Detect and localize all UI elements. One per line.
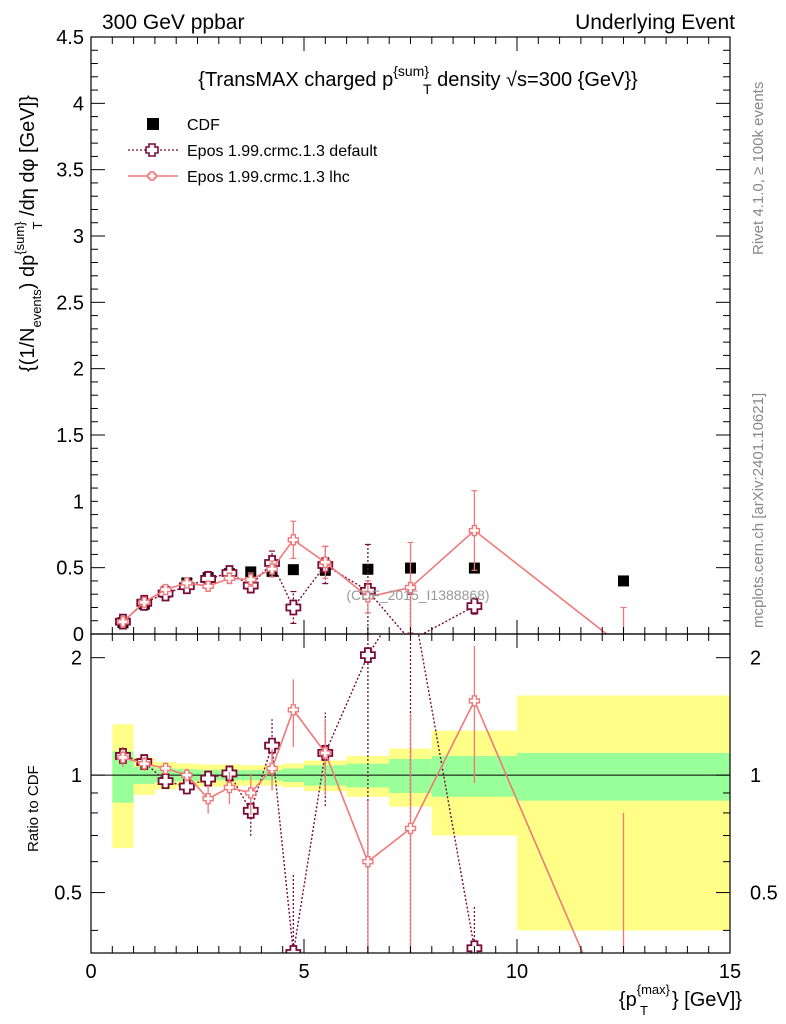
- legend-default-label: Epos 1.99.crmc.1.3 default: [187, 143, 378, 160]
- ratio-tick-label: 1: [71, 765, 82, 787]
- ratio-default-point: [285, 945, 302, 953]
- ratio-axis-label: Ratio to CDF: [25, 765, 42, 852]
- series-default-point: [466, 598, 483, 615]
- legend: CDF Epos 1.99.crmc.1.3 default Epos 1.99…: [128, 117, 378, 186]
- ratio-band-inner: [112, 751, 134, 803]
- main-plot: 0 0.5 1 1.5 2 2.5 3 3.5 4 4.5 (CDF_2015_I1388868): [56, 27, 731, 648]
- plot-title-sub: T: [423, 81, 432, 97]
- ratio-lhc-point: [202, 793, 214, 805]
- plot-title-b: density √s=300 {GeV}}: [432, 69, 638, 91]
- ratio-lhc-point: [468, 695, 481, 707]
- y-axis-label-c: ) dp: [17, 255, 39, 289]
- series-lhc-point: [468, 524, 481, 537]
- y-axis-label-d: {sum}: [12, 221, 27, 255]
- ratio-lhc-point: [159, 762, 172, 775]
- x-tick-label: 15: [719, 961, 741, 983]
- series-lhc-point: [159, 583, 172, 596]
- x-tick-label: 0: [85, 961, 96, 983]
- ratio-default-point: [360, 647, 376, 664]
- ratio-lhc-point: [138, 757, 150, 770]
- series-lhc-point: [223, 572, 236, 584]
- series-lhc-point: [404, 581, 417, 594]
- legend-cdf-label: CDF: [187, 117, 220, 134]
- series-lhc-point: [245, 573, 257, 586]
- ratio-lhc-point: [223, 781, 236, 794]
- ratio-default-point: [178, 778, 195, 795]
- y-tick-label: 1.5: [56, 425, 84, 447]
- y-tick-label: 4.5: [56, 27, 84, 49]
- y-axis-label-e: T: [30, 222, 45, 230]
- ratio-lhc-point: [404, 822, 417, 835]
- series-lhc-point: [287, 534, 300, 546]
- x-axis-label: {p{max} T } [GeV]}: [619, 982, 742, 1018]
- series-lhc-point: [181, 577, 193, 589]
- series-lhc-point: [117, 616, 129, 628]
- y-tick-label: 1: [73, 491, 84, 513]
- cdf-point: [287, 564, 299, 576]
- legend-lhc-marker: [147, 171, 157, 181]
- series-lhc-point: [138, 596, 150, 608]
- legend-lhc-label: Epos 1.99.crmc.1.3 lhc: [187, 169, 350, 186]
- ratio-lhc-point: [319, 747, 331, 759]
- ratio-tick-label-right: 0.5: [750, 883, 778, 905]
- x-tick-label: 5: [298, 961, 309, 983]
- y-tick-label: 3: [73, 226, 84, 248]
- y-tick-label: 0: [73, 624, 84, 646]
- side-label-rivet: Rivet 4.1.0, ≥ 100k events: [750, 82, 767, 255]
- header-right: Underlying Event: [575, 11, 735, 34]
- header-left: 300 GeV ppbar: [102, 11, 244, 34]
- ratio-lhc-point: [117, 751, 129, 764]
- y-tick-label: 4: [73, 93, 84, 115]
- ratio-tick-label-right: 2: [750, 648, 761, 670]
- series-lhc-point: [202, 580, 214, 592]
- cdf-point: [618, 575, 629, 587]
- plot-title-a: {TransMAX charged p: [198, 69, 393, 91]
- y-axis-label-a: {(1/N: [17, 328, 39, 372]
- ratio-default-point: [157, 773, 174, 790]
- ratio-plot: 0 5 10 15 0.5 0.5 1 1 2 2: [54, 633, 778, 983]
- ratio-band-inner: [517, 752, 730, 801]
- watermark: (CDF_2015_I1388868): [346, 587, 489, 603]
- plot-title: {TransMAX charged p{sum} T density √s=300…: [198, 63, 638, 97]
- legend-cdf-marker: [147, 118, 159, 130]
- side-label-mcplots: mcplots.cern.ch [arXiv:2401.10621]: [750, 393, 767, 628]
- ratio-lhc-point: [181, 769, 193, 781]
- y-tick-label: 2: [73, 359, 84, 381]
- x-axis-label-b: {max}: [637, 982, 671, 997]
- ratio-tick-label: 2: [71, 648, 82, 670]
- ratio-tick-label: 0.5: [54, 883, 82, 905]
- ratio-lhc-point: [362, 855, 374, 868]
- x-axis-label-d: } [GeV]}: [672, 989, 742, 1011]
- x-axis-label-a: {p: [619, 989, 637, 1011]
- ratio-lhc-point: [245, 787, 257, 799]
- ratio-default-point: [264, 737, 280, 754]
- legend-default-marker: [145, 143, 159, 157]
- series-lhc-point: [266, 563, 278, 575]
- ratio-default-point: [200, 770, 217, 787]
- y-tick-label: 3.5: [56, 160, 84, 182]
- ratio-tick-label-right: 1: [750, 765, 761, 787]
- series-lhc-point: [362, 591, 374, 603]
- y-axis-label-f: /dη dφ [GeV]}: [17, 95, 39, 222]
- series-lhc-point: [319, 556, 331, 569]
- y-axis-label-b: events: [29, 289, 44, 328]
- x-tick-label: 10: [506, 961, 528, 983]
- ratio-lhc-point: [266, 762, 278, 775]
- cdf-point: [245, 566, 257, 578]
- y-tick-label: 0.5: [56, 558, 84, 580]
- series-default-point: [285, 599, 302, 616]
- y-axis-label: {(1/Nevents) dp{sum} T /dη dφ [GeV]}: [12, 95, 45, 372]
- y-tick-label: 2.5: [56, 292, 84, 314]
- ratio-lhc-point: [287, 704, 300, 716]
- plot-title-sup: {sum}: [393, 63, 429, 79]
- x-axis-label-c: T: [640, 1003, 648, 1018]
